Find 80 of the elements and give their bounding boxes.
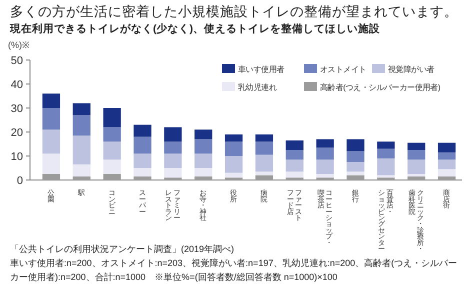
bar	[316, 139, 334, 148]
bar	[42, 154, 60, 174]
bar	[408, 160, 426, 174]
bar	[164, 168, 182, 178]
bar	[103, 127, 121, 142]
bar	[346, 162, 364, 172]
bar	[134, 136, 152, 154]
bar	[134, 124, 152, 137]
bar	[42, 108, 60, 130]
text: 「公共トイレの利用状況アンケート調査」(2019年調べ)	[10, 243, 234, 256]
bar	[438, 152, 456, 160]
bar	[316, 174, 334, 178]
bar	[408, 150, 426, 160]
bar	[42, 174, 60, 180]
bar	[255, 142, 274, 155]
bar	[286, 150, 304, 160]
bar	[438, 176, 456, 180]
bar	[377, 175, 395, 178]
y-tick-label: 10	[10, 151, 23, 163]
y-tick-label: 30	[10, 103, 23, 115]
bar	[224, 134, 243, 142]
bar	[346, 172, 364, 176]
y-tick-label: 20	[10, 127, 23, 139]
bar	[286, 172, 304, 178]
bar	[346, 139, 364, 152]
bar	[134, 176, 152, 180]
bar	[346, 175, 364, 180]
bar	[286, 160, 304, 172]
bar	[438, 160, 456, 170]
bar	[194, 154, 212, 168]
y-tick-label: 40	[10, 79, 23, 91]
bar	[72, 115, 90, 136]
legend-label: 高齢者(つえ・シルバーカー使用者)	[320, 83, 441, 92]
bar	[255, 172, 274, 176]
bar	[438, 142, 456, 152]
bar	[194, 130, 212, 140]
bar	[316, 160, 334, 174]
bar	[103, 108, 121, 128]
bar	[377, 148, 395, 158]
y-tick-label: 50	[10, 55, 23, 67]
bar	[134, 154, 152, 168]
bar	[134, 168, 152, 176]
bar	[42, 94, 60, 108]
legend-label: 視覚障がい者	[388, 65, 434, 74]
chart-subtitle: 現在利用できるトイレがなく(少なく)、使えるトイレを整備してほしい施設	[10, 22, 380, 36]
bar	[255, 154, 274, 172]
bar	[346, 151, 364, 162]
bar	[316, 148, 334, 160]
bar	[194, 176, 212, 180]
bar	[224, 142, 243, 156]
bar	[164, 154, 182, 168]
legend-label: オストメイト	[320, 65, 366, 74]
bar	[377, 142, 395, 149]
bar	[255, 175, 274, 180]
bar	[408, 142, 426, 150]
chart-title: 多くの方が生活に密着した小規模施設トイレの整備が望まれています。	[10, 3, 458, 21]
bar	[224, 156, 243, 173]
bar	[72, 176, 90, 180]
bar	[72, 164, 90, 176]
text: 車いす使用者:n=200、オストメイト:n=203、視覚障がい者:n=197、乳幼児連れ:n=200、高齢者(つえ・シルバーカー使用者):n=200、合計:n=1000 ※単位%=(回答者数/総回答者数 n=1000)×100	[10, 257, 458, 284]
bar	[194, 168, 212, 176]
bar	[194, 139, 212, 154]
bar	[42, 130, 60, 154]
bar	[72, 136, 90, 164]
bar	[103, 174, 121, 180]
bar	[164, 142, 182, 154]
bar	[164, 127, 182, 142]
bar	[438, 169, 456, 176]
bar	[286, 140, 304, 150]
bar	[103, 160, 121, 174]
bar	[408, 176, 426, 180]
legend-label: 車いす使用者	[238, 65, 284, 74]
y-tick-label: 0	[16, 175, 23, 187]
bar	[224, 172, 243, 178]
bar	[72, 103, 90, 116]
bar	[255, 134, 274, 142]
y-axis-title: (%)※	[8, 40, 30, 50]
bar	[103, 142, 121, 160]
bar	[377, 158, 395, 176]
legend-label: 乳幼児連れ	[238, 83, 277, 92]
